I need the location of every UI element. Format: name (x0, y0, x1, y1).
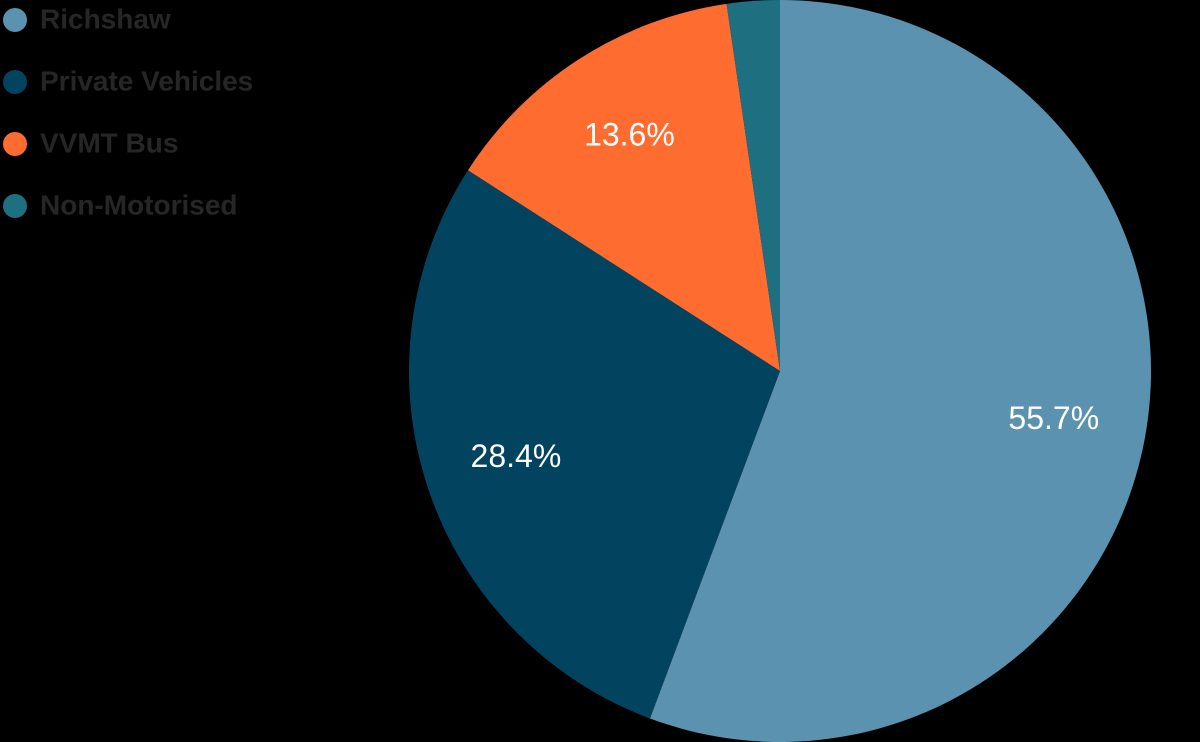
legend-label: Private Vehicles (40, 65, 253, 96)
pie-slice (649, 0, 1151, 742)
pie-slice (726, 0, 780, 371)
legend-label: Non-Motorised (40, 189, 238, 220)
legend-label: VVMT Bus (40, 127, 178, 158)
legend-marker (3, 194, 27, 218)
slice-label: 28.4% (471, 438, 562, 474)
legend-marker (3, 70, 27, 94)
pie-slice (408, 170, 780, 719)
slice-label: 13.6% (584, 116, 675, 152)
legend-label: Richshaw (40, 3, 171, 34)
slice-label: 55.7% (1008, 400, 1099, 436)
legend-marker (3, 8, 27, 32)
pie-slice (468, 3, 780, 372)
legend-marker (3, 132, 27, 156)
